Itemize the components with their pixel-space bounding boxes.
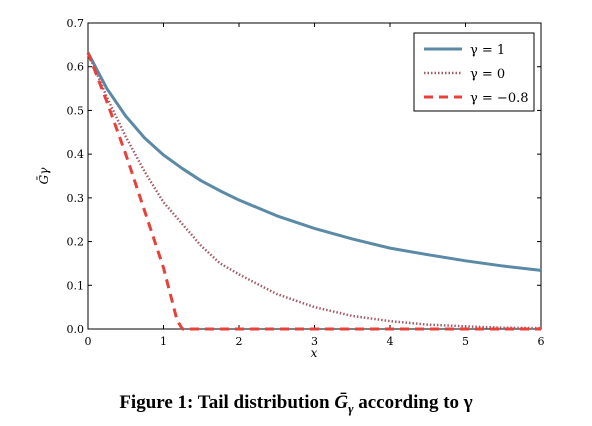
y-tick-label: 0.6 [67,61,85,74]
legend-items: γ = 1 γ = 0 γ = −0.8 [424,43,529,106]
y-axis-label: Ḡγ [36,167,51,185]
caption-prefix: Figure 1: Tail distribution [119,392,335,413]
series-lines [86,52,542,331]
y-tick-label: 0.3 [67,192,85,205]
y-tick-label: 0.0 [67,323,85,336]
y-tick-label: 0.7 [67,17,85,30]
legend-label-2: γ = −0.8 [470,91,529,106]
y-tick-label: 0.5 [67,104,85,117]
figure-caption: Figure 1: Tail distribution Ḡγ according… [0,392,592,417]
tail-distribution-chart: 0 1 2 3 4 5 6 0.0 0.1 0.2 0.3 0.4 0.5 0.6 0.7 x Ḡγ γ … [36,17,545,360]
x-tick-label: 2 [236,335,243,348]
x-tick-label: 5 [462,335,469,348]
series-line-2 [86,52,541,331]
legend-label-1: γ = 0 [470,67,505,82]
legend-label-0: γ = 1 [470,43,505,58]
x-axis-label: x [311,346,318,360]
caption-symbol: Ḡ [334,392,349,413]
y-ticks: 0.0 0.1 0.2 0.3 0.4 0.5 0.6 0.7 [67,17,541,336]
series-line-1 [86,52,542,330]
x-tick-label: 1 [160,335,167,348]
legend: γ = 1 γ = 0 γ = −0.8 [413,32,535,112]
caption-subscript: γ [348,400,354,416]
y-tick-label: 0.4 [67,148,85,161]
x-tick-label: 0 [85,335,92,348]
legend-box [413,32,535,112]
y-tick-label: 0.1 [67,279,85,292]
x-tick-label: 4 [387,335,394,348]
series-line-0 [86,52,542,272]
x-tick-label: 6 [538,335,545,348]
y-tick-label: 0.2 [67,236,85,249]
x-tick-label: 3 [311,335,318,348]
caption-suffix: according to γ [353,392,473,413]
